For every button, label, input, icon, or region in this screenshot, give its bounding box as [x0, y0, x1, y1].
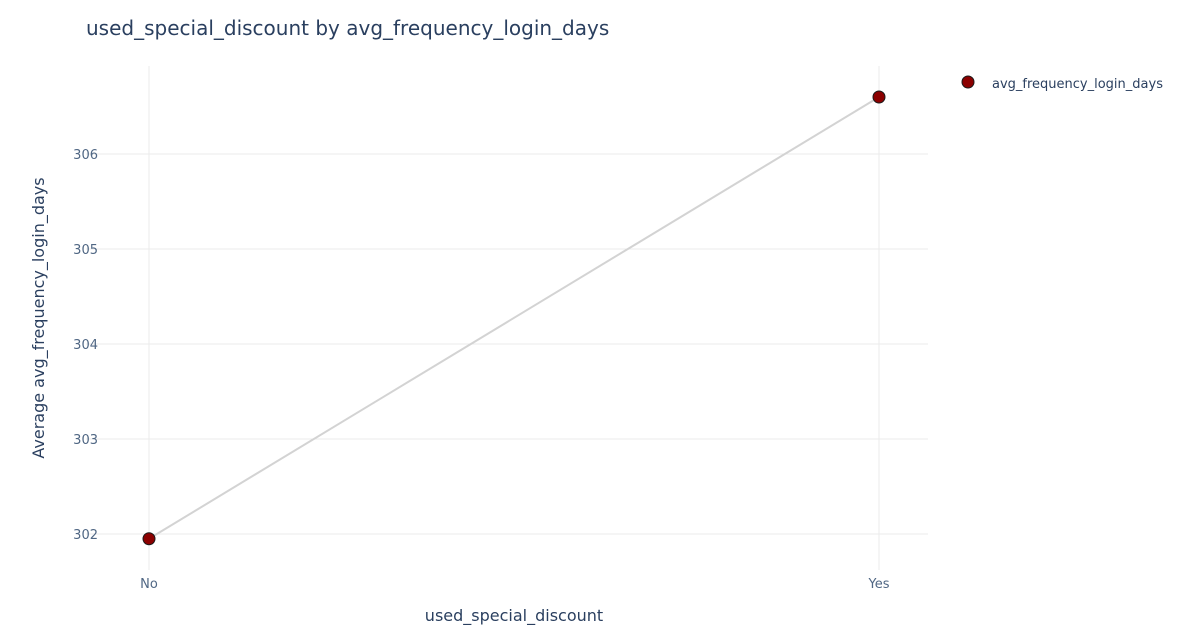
- y-tick-label: 304: [73, 338, 98, 353]
- chart-title: used_special_discount by avg_frequency_l…: [86, 16, 609, 40]
- legend-label: avg_frequency_login_days: [992, 77, 1163, 92]
- x-axis-title: used_special_discount: [425, 606, 603, 626]
- series-line: [148, 96, 880, 540]
- y-tick-label: 303: [73, 433, 98, 448]
- gridlines: [86, 66, 928, 570]
- x-tick-label: No: [140, 577, 158, 592]
- data-point[interactable]: [872, 90, 886, 104]
- series-markers: [142, 90, 886, 546]
- x-tick-labels: No Yes: [140, 577, 890, 592]
- y-tick-label: 305: [73, 243, 98, 258]
- y-tick-labels: 302 303 304 305 306: [73, 148, 98, 543]
- data-point[interactable]: [142, 532, 156, 546]
- y-axis-title: Average avg_frequency_login_days: [29, 177, 49, 458]
- y-tick-label: 306: [73, 148, 98, 163]
- series-lines: [148, 96, 880, 540]
- y-tick-label: 302: [73, 528, 98, 543]
- legend[interactable]: avg_frequency_login_days: [961, 75, 1163, 92]
- legend-marker-icon: [961, 75, 975, 89]
- x-tick-label: Yes: [868, 577, 890, 592]
